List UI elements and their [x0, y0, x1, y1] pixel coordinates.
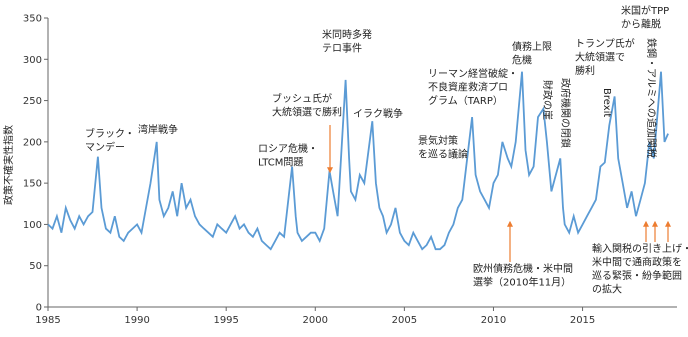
annotation: イラク戦争	[353, 107, 403, 120]
series-line	[47, 71, 669, 251]
x-tick-label: 1990	[124, 315, 149, 326]
annotation: トランプ氏が	[575, 37, 635, 50]
annotation: 米同時多発	[322, 28, 372, 41]
x-tick-label: 1995	[213, 315, 238, 326]
y-tick-label: 50	[29, 261, 42, 272]
annotation: ブラック・	[85, 127, 135, 140]
y-tick-label: 300	[23, 55, 42, 66]
annotation: 危機	[512, 54, 532, 67]
annotation: を巡る議論	[418, 148, 468, 161]
annotation: 輸入関税の引き上げ・	[592, 242, 688, 255]
annotation: テロ事件	[322, 42, 362, 55]
x-tick-label: 2005	[392, 315, 417, 326]
y-tick-label: 250	[23, 96, 42, 107]
x-tick-label: 2010	[481, 315, 506, 326]
annotation: 政府機関の閉鎖	[559, 78, 572, 148]
annotation: 不良資産救済プロ	[428, 81, 508, 94]
x-tick-label: 1985	[35, 315, 60, 326]
annotation: 欧州債務危機・米中間	[473, 262, 573, 275]
annotation: ロシア危機・	[258, 142, 318, 155]
annotation: 債務上限	[512, 40, 552, 53]
annotation: 湾岸戦争	[138, 123, 178, 136]
y-axis-label: 政策不確実性指数	[2, 125, 15, 205]
annotation: 大統領選で	[575, 51, 625, 64]
annotation: リーマン経営破綻・	[428, 67, 518, 80]
y-tick-label: 350	[23, 14, 42, 25]
x-tick-label: 2000	[303, 315, 328, 326]
x-tick-label: 2015	[570, 315, 595, 326]
annotation: Brexit	[601, 88, 612, 117]
annotation: から離脱	[621, 18, 661, 31]
y-tick-label: 0	[36, 303, 42, 314]
annotation: ブッシュ氏が	[272, 92, 332, 105]
annotation: 米国がTPP	[621, 4, 669, 17]
y-tick-label: 200	[23, 137, 42, 148]
annotation: LTCM問題	[258, 157, 303, 169]
annotation: 景気対策	[418, 134, 458, 147]
y-tick-label: 150	[23, 179, 42, 190]
annotation: 米中間で通商政策を	[592, 256, 682, 269]
annotation: グラム（TARP）	[428, 94, 503, 107]
annotation: の拡大	[592, 283, 622, 296]
annotation: 巡る緊張・紛争範囲	[592, 269, 682, 282]
annotation: 鉄鋼・アルミへの追加関税	[645, 38, 658, 158]
annotation: マンデー	[85, 141, 125, 154]
y-tick-label: 100	[23, 220, 42, 231]
annotation: 大統領選で勝利	[272, 106, 342, 119]
annotation: 勝利	[575, 64, 595, 77]
annotation: 選挙（2010年11月）	[473, 276, 571, 289]
annotation: 財政の崖	[541, 80, 554, 120]
